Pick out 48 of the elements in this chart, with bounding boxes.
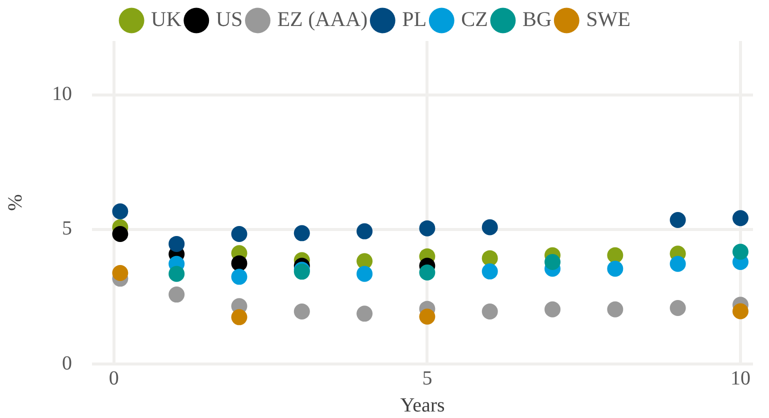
point bbox=[732, 210, 748, 226]
point bbox=[482, 263, 498, 280]
point bbox=[356, 306, 373, 322]
point bbox=[544, 254, 561, 270]
point bbox=[294, 225, 310, 242]
point bbox=[544, 301, 561, 318]
legend-label: US bbox=[216, 7, 243, 32]
point bbox=[112, 203, 128, 220]
legend-label: EZ (AAA) bbox=[277, 7, 368, 32]
point bbox=[670, 212, 686, 228]
point bbox=[419, 308, 436, 325]
point bbox=[356, 266, 373, 282]
point bbox=[607, 247, 624, 264]
point bbox=[607, 301, 624, 318]
point bbox=[231, 226, 248, 242]
legend-label: BG bbox=[522, 7, 552, 32]
y-tick-label: 5 bbox=[62, 218, 72, 240]
point bbox=[419, 220, 436, 236]
y-tick-label: 10 bbox=[52, 83, 72, 106]
point bbox=[168, 266, 185, 282]
legend-label: PL bbox=[402, 7, 427, 32]
x-axis-title: Years bbox=[400, 394, 446, 416]
point bbox=[419, 264, 436, 280]
legend-label: SWE bbox=[586, 7, 630, 32]
point bbox=[356, 223, 373, 240]
point bbox=[231, 268, 248, 285]
point bbox=[482, 304, 498, 320]
point bbox=[168, 286, 185, 303]
point bbox=[231, 309, 248, 326]
point bbox=[231, 255, 248, 272]
x-tick-label: 5 bbox=[422, 367, 432, 390]
point bbox=[112, 265, 128, 282]
point bbox=[294, 304, 310, 320]
point bbox=[732, 303, 748, 320]
point bbox=[607, 260, 624, 277]
y-axis-title: % bbox=[4, 194, 26, 211]
x-tick-label: 10 bbox=[730, 367, 750, 390]
legend-label: UK bbox=[151, 7, 182, 32]
point bbox=[670, 256, 686, 272]
point bbox=[482, 219, 498, 236]
point bbox=[112, 226, 128, 242]
y-tick-label: 0 bbox=[62, 352, 72, 374]
point bbox=[168, 236, 185, 252]
legend-label: CZ bbox=[461, 7, 488, 32]
point bbox=[670, 300, 686, 316]
point bbox=[732, 244, 748, 260]
point bbox=[482, 250, 498, 266]
x-tick-label: 0 bbox=[108, 367, 119, 390]
